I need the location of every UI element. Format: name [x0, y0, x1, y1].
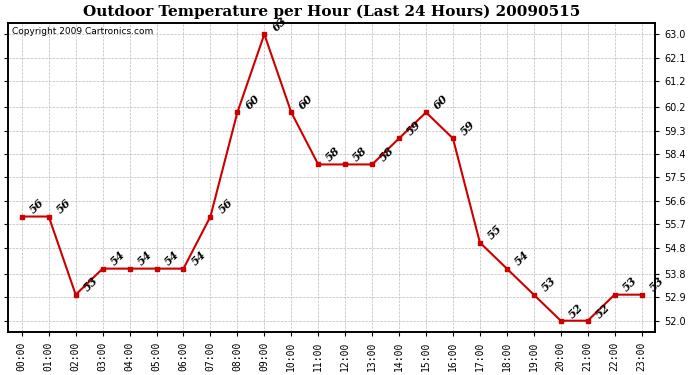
Text: 54: 54 — [162, 249, 181, 268]
Text: 56: 56 — [55, 197, 73, 216]
Text: 58: 58 — [324, 145, 342, 164]
Text: 59: 59 — [404, 119, 424, 138]
Text: 53: 53 — [81, 275, 100, 294]
Text: 53: 53 — [620, 275, 639, 294]
Text: Copyright 2009 Cartronics.com: Copyright 2009 Cartronics.com — [12, 27, 152, 36]
Text: 52: 52 — [593, 301, 612, 320]
Text: 60: 60 — [431, 93, 451, 112]
Title: Outdoor Temperature per Hour (Last 24 Hours) 20090515: Outdoor Temperature per Hour (Last 24 Ho… — [83, 4, 580, 18]
Text: 56: 56 — [28, 197, 46, 216]
Text: 60: 60 — [243, 93, 262, 112]
Text: 59: 59 — [459, 119, 477, 138]
Text: 53: 53 — [647, 275, 666, 294]
Text: 54: 54 — [513, 249, 531, 268]
Text: 54: 54 — [189, 249, 208, 268]
Text: 58: 58 — [377, 145, 397, 164]
Text: 56: 56 — [216, 197, 235, 216]
Text: 53: 53 — [540, 275, 558, 294]
Text: 55: 55 — [486, 223, 504, 242]
Text: 54: 54 — [135, 249, 154, 268]
Text: 54: 54 — [108, 249, 127, 268]
Text: 60: 60 — [297, 93, 315, 112]
Text: 63: 63 — [270, 15, 288, 33]
Text: 52: 52 — [566, 301, 585, 320]
Text: 58: 58 — [351, 145, 369, 164]
